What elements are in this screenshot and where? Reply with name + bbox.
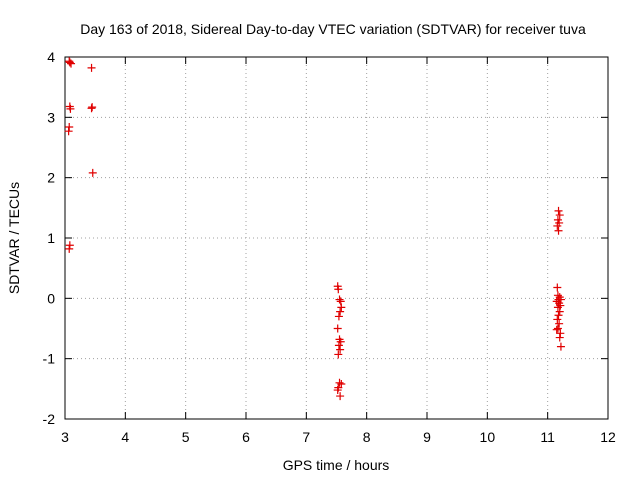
x-tick-labels: 3 4 5 6 7 8 9 10 11 12: [61, 429, 616, 445]
data-point: [553, 283, 562, 292]
data-point: [65, 241, 74, 250]
data-point: [87, 63, 96, 72]
data-points: [64, 57, 565, 401]
data-point: [336, 345, 345, 354]
data-point: [553, 303, 562, 312]
data-point: [64, 127, 73, 136]
data-point: [554, 206, 563, 215]
y-tick-label: -1: [43, 351, 56, 367]
data-point: [334, 285, 343, 294]
x-tick-label: 9: [423, 429, 431, 445]
x-tick-label: 10: [480, 429, 496, 445]
data-point: [552, 325, 561, 334]
data-point: [553, 221, 562, 230]
data-point: [556, 329, 565, 338]
y-tick-labels: -2 -1 0 1 2 3 4: [43, 49, 56, 427]
data-point: [556, 295, 565, 304]
data-point: [553, 315, 562, 324]
data-point: [334, 350, 343, 359]
data-point: [88, 103, 97, 112]
data-point: [336, 392, 345, 401]
x-axis-label: GPS time / hours: [283, 457, 390, 473]
grid-lines: [65, 57, 608, 419]
x-tick-label: 12: [600, 429, 616, 445]
y-tick-label: 1: [47, 230, 55, 246]
data-point: [334, 341, 343, 350]
data-point: [65, 58, 74, 67]
y-tick-label: 2: [47, 170, 55, 186]
data-point: [65, 122, 74, 131]
data-point: [336, 297, 345, 306]
y-tick-label: 0: [47, 290, 55, 306]
data-point: [65, 244, 74, 253]
data-point: [336, 337, 345, 346]
y-axis-label: SDTVAR / TECUs: [6, 182, 22, 294]
data-point: [555, 333, 564, 342]
data-point: [555, 211, 564, 220]
x-tick-label: 8: [363, 429, 371, 445]
data-point: [333, 386, 342, 395]
data-point: [554, 226, 563, 235]
data-point: [335, 295, 344, 304]
y-tick-label: 3: [47, 109, 55, 125]
data-point: [337, 303, 346, 312]
data-point: [553, 291, 562, 300]
x-tick-label: 4: [121, 429, 129, 445]
data-point: [554, 311, 563, 320]
y-tick-label: -2: [43, 411, 56, 427]
y-tick-label: 4: [47, 49, 55, 65]
data-point: [88, 168, 97, 177]
data-point: [333, 324, 342, 333]
data-point: [87, 104, 96, 113]
x-tick-label: 11: [540, 429, 555, 445]
data-point: [336, 307, 345, 316]
x-tick-label: 3: [61, 429, 69, 445]
x-tick-label: 5: [182, 429, 190, 445]
data-point: [555, 319, 564, 328]
data-point: [553, 324, 562, 333]
data-point: [334, 312, 343, 321]
data-point: [556, 342, 565, 351]
data-point: [67, 59, 76, 68]
plot-frame: [64, 56, 609, 420]
data-point: [335, 378, 344, 387]
data-point: [555, 307, 564, 316]
axis-ticks: [64, 56, 609, 420]
data-point: [66, 104, 75, 113]
x-tick-label: 7: [302, 429, 310, 445]
x-tick-label: 6: [242, 429, 250, 445]
chart-title: Day 163 of 2018, Sidereal Day-to-day VTE…: [80, 21, 586, 37]
